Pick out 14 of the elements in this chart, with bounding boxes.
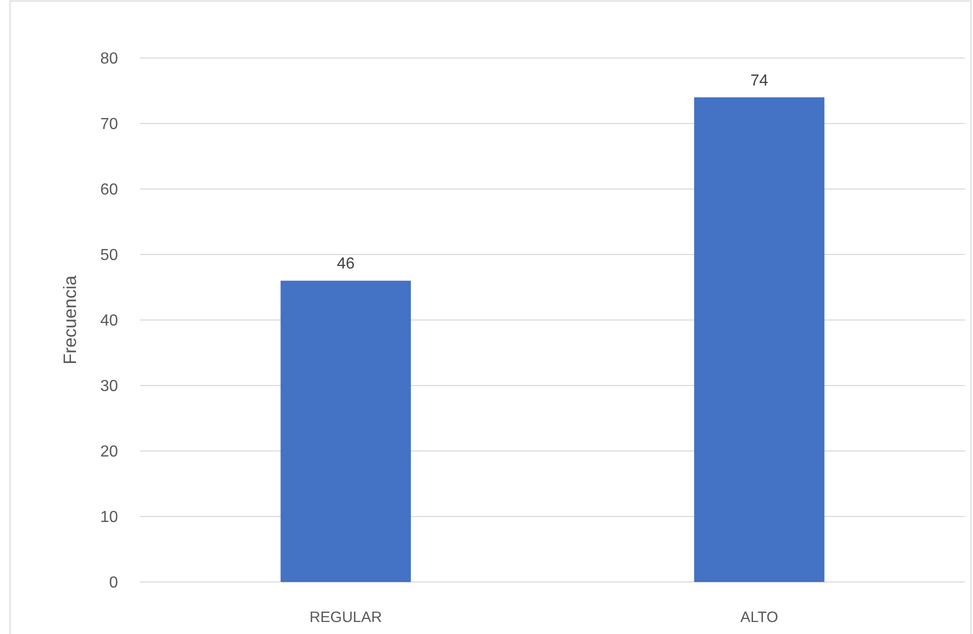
y-tick-label: 20 (100, 444, 118, 461)
y-tick-label: 30 (100, 378, 118, 396)
y-tick-label: 0 (109, 574, 118, 592)
y-tick-label: 40 (100, 312, 118, 330)
y-tick-label: 10 (100, 509, 118, 526)
y-axis-title: Frecuencia (60, 274, 80, 365)
y-tick-label: 70 (100, 116, 118, 134)
y-tick-label: 60 (100, 182, 118, 199)
x-tick-label: REGULAR (309, 609, 382, 626)
data-label: 74 (750, 72, 768, 90)
y-tick-label: 50 (100, 247, 118, 264)
data-label: 46 (336, 256, 355, 273)
y-tick-label: 80 (100, 50, 118, 68)
x-tick-label: ALTO (740, 609, 778, 626)
